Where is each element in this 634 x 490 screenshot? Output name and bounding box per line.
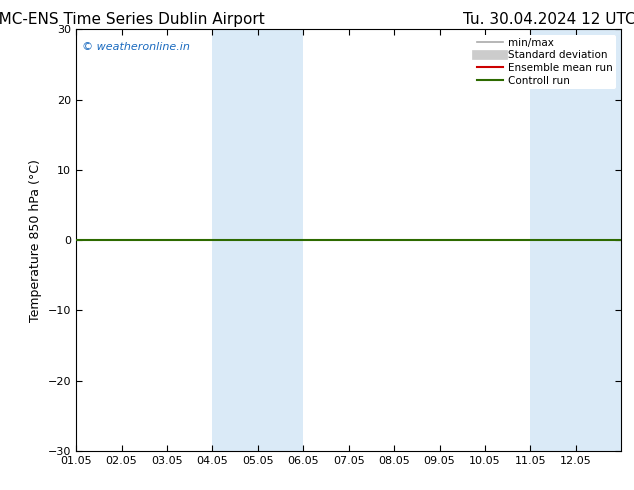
- Text: CMC-ENS Time Series Dublin Airport: CMC-ENS Time Series Dublin Airport: [0, 12, 265, 27]
- Bar: [531, 29, 621, 451]
- Y-axis label: Temperature 850 hPa (°C): Temperature 850 hPa (°C): [29, 159, 42, 321]
- Text: Tu. 30.04.2024 12 UTC: Tu. 30.04.2024 12 UTC: [463, 12, 634, 27]
- Bar: [212, 29, 303, 451]
- Text: © weatheronline.in: © weatheronline.in: [82, 42, 190, 52]
- Legend: min/max, Standard deviation, Ensemble mean run, Controll run: min/max, Standard deviation, Ensemble me…: [474, 35, 616, 89]
